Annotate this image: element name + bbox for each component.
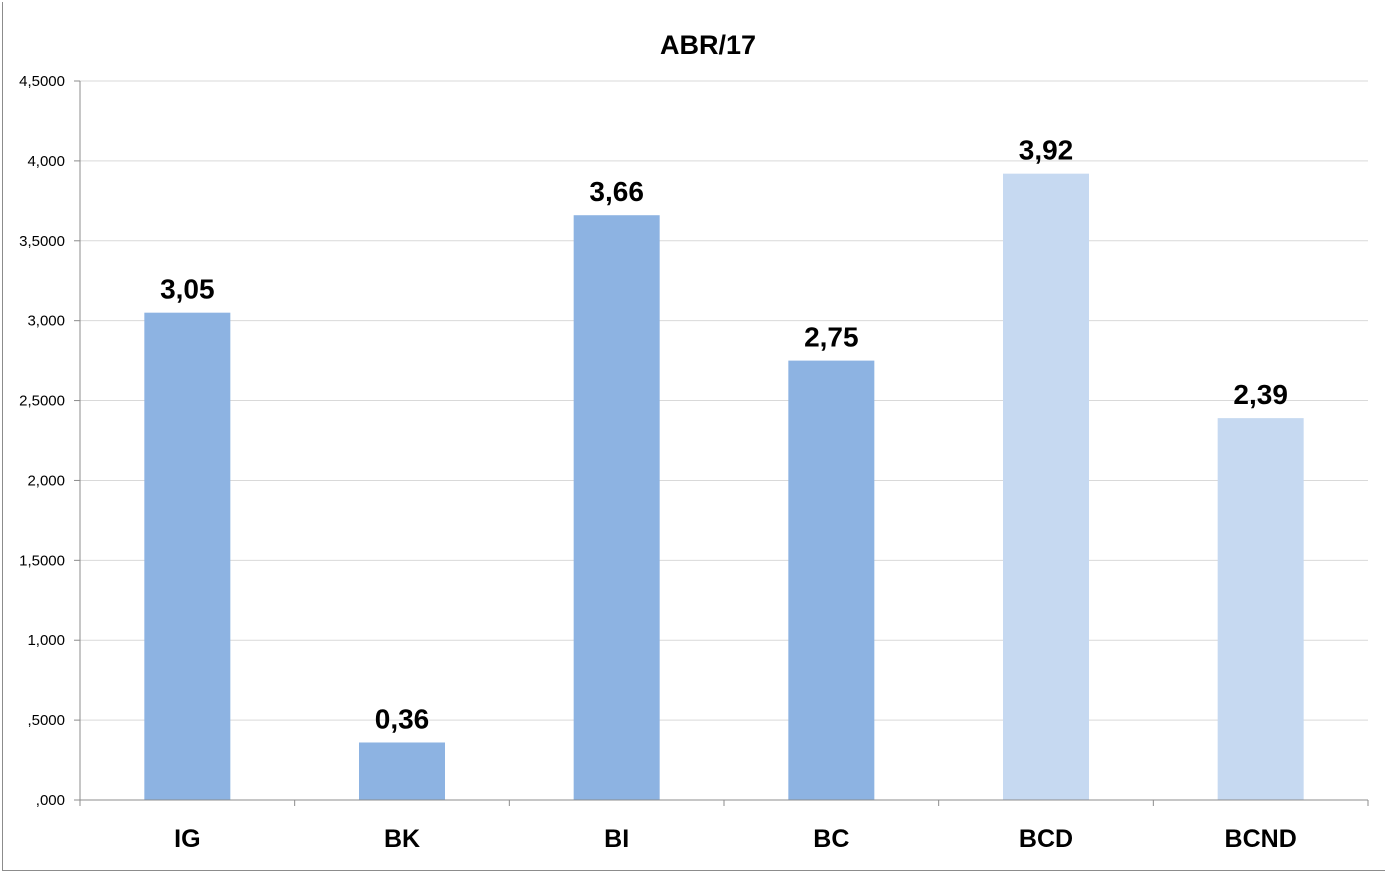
bars <box>144 173 1304 801</box>
data-label: 2,75 <box>804 322 859 353</box>
x-tick-label: BCND <box>1225 825 1297 853</box>
chart-title: ABR/17 <box>660 30 756 60</box>
y-axis: ,000 ,5000 1,000 1,5000 2,000 2,5000 3,000 3,50… <box>19 73 81 809</box>
data-labels: 3,05 0,36 3,66 2,75 3,92 2,39 <box>160 135 1288 735</box>
y-tick-label: 4,000 <box>27 153 65 170</box>
gridlines <box>80 80 1368 721</box>
bar-bk <box>359 742 445 800</box>
bar-bcnd <box>1217 418 1304 800</box>
y-tick-label: 1,000 <box>27 632 65 649</box>
x-axis: IG BK BI BC BCD BCND <box>79 799 1369 853</box>
bar-bi <box>573 215 660 801</box>
y-tick-label: ,000 <box>36 792 65 809</box>
y-tick-label: 3,000 <box>27 313 65 330</box>
y-tick-label: 1,5000 <box>19 552 65 569</box>
x-tick-label: BI <box>604 825 629 853</box>
data-label: 3,66 <box>589 176 644 207</box>
bar-bcd <box>1003 173 1089 800</box>
y-tick-label: 3,5000 <box>19 233 65 250</box>
data-label: 3,92 <box>1019 135 1074 166</box>
x-tick-label: BCD <box>1019 825 1073 853</box>
bar-ig <box>144 312 231 800</box>
data-label: 3,05 <box>160 274 215 305</box>
y-tick-label: 4,5000 <box>19 73 65 90</box>
x-tick-label: BC <box>813 825 849 853</box>
y-tick-label: 2,5000 <box>19 393 65 410</box>
data-label: 0,36 <box>375 703 430 734</box>
x-tick-label: BK <box>384 825 420 853</box>
x-tick-label: IG <box>174 825 200 853</box>
data-label: 2,39 <box>1233 379 1288 410</box>
y-tick-label: 2,000 <box>27 472 65 489</box>
bar-bc <box>788 360 875 800</box>
y-tick-label: ,5000 <box>27 712 65 729</box>
